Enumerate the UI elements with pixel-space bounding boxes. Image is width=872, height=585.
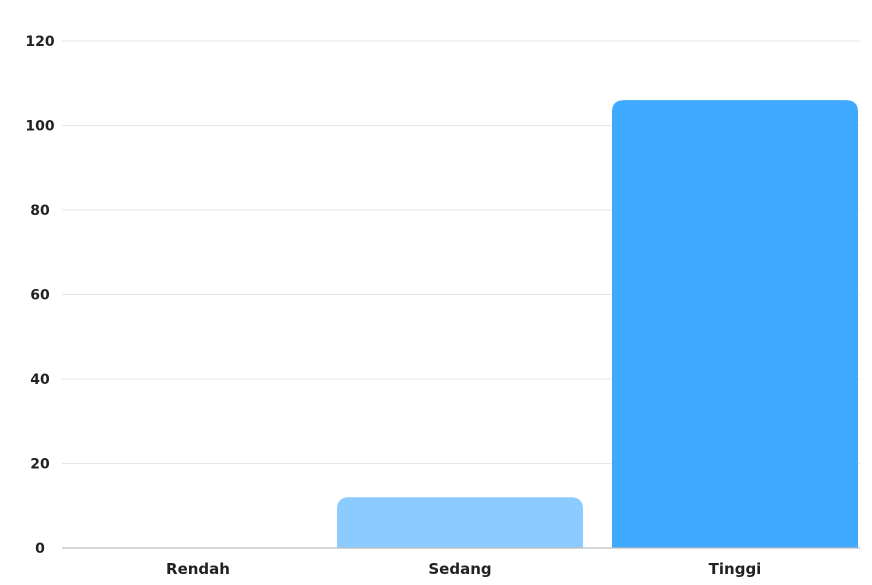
y-tick-label: 80 — [30, 203, 50, 219]
y-tick-label: 60 — [30, 288, 50, 304]
y-tick-label: 120 — [25, 34, 54, 50]
bar-tinggi — [612, 100, 858, 549]
x-tick-label: Tinggi — [709, 560, 762, 578]
y-tick-label: 100 — [25, 119, 54, 135]
bars — [337, 100, 858, 549]
bar-sedang — [337, 497, 583, 548]
y-tick-label: 40 — [30, 372, 50, 388]
x-tick-label: Rendah — [166, 560, 230, 578]
x-tick-label: Sedang — [428, 560, 491, 578]
y-tick-labels: 0 20 40 60 80 100 120 — [25, 34, 54, 557]
y-tick-label: 0 — [35, 541, 45, 557]
y-tick-label: 20 — [30, 457, 50, 473]
x-tick-labels: Rendah Sedang Tinggi — [166, 560, 761, 578]
